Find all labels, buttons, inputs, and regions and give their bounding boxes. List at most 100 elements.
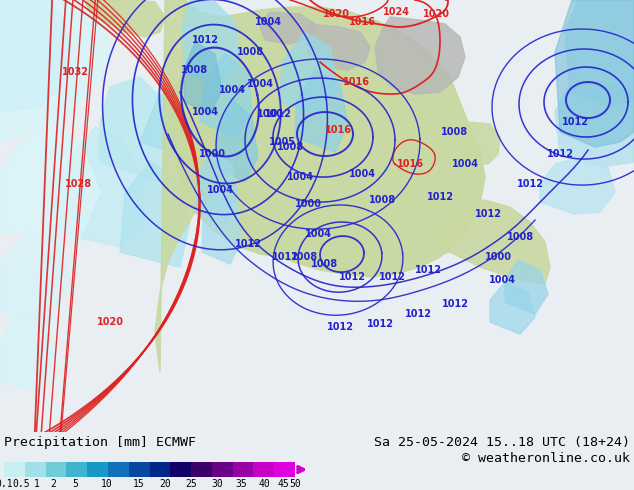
Polygon shape <box>140 82 195 157</box>
Text: 1012: 1012 <box>474 209 501 219</box>
Text: 1000: 1000 <box>198 149 226 159</box>
Polygon shape <box>505 260 548 314</box>
Text: 1020: 1020 <box>96 317 124 327</box>
Polygon shape <box>555 82 634 167</box>
Text: 5: 5 <box>72 479 78 489</box>
Bar <box>46 462 67 477</box>
Polygon shape <box>0 232 70 322</box>
Text: 1008: 1008 <box>311 259 339 269</box>
Text: 1000: 1000 <box>484 252 512 262</box>
Bar <box>233 462 254 477</box>
Bar <box>87 462 108 477</box>
Text: 1004: 1004 <box>304 229 332 239</box>
Text: 1016: 1016 <box>349 17 375 27</box>
Bar <box>254 462 275 477</box>
Polygon shape <box>200 54 252 137</box>
Polygon shape <box>490 282 535 334</box>
Text: 0.1: 0.1 <box>0 479 13 489</box>
Polygon shape <box>0 0 110 142</box>
Text: 40: 40 <box>258 479 270 489</box>
Text: 1008: 1008 <box>181 65 209 75</box>
Text: 1004: 1004 <box>247 79 273 89</box>
Text: 20: 20 <box>159 479 171 489</box>
Polygon shape <box>0 0 200 432</box>
Polygon shape <box>555 0 634 147</box>
Polygon shape <box>202 190 242 264</box>
Text: 45: 45 <box>277 479 289 489</box>
Text: 1020: 1020 <box>422 9 450 19</box>
Polygon shape <box>0 312 55 392</box>
Bar <box>67 462 87 477</box>
Text: 1012: 1012 <box>327 322 354 332</box>
Polygon shape <box>435 200 550 284</box>
Bar <box>171 462 191 477</box>
Text: 1: 1 <box>34 479 40 489</box>
Text: 1004: 1004 <box>349 169 375 179</box>
Polygon shape <box>120 162 190 267</box>
Bar <box>108 462 129 477</box>
Text: 1024: 1024 <box>382 7 410 17</box>
Bar <box>275 462 295 477</box>
Text: 2: 2 <box>50 479 56 489</box>
Polygon shape <box>215 100 258 182</box>
Text: 0.5: 0.5 <box>12 479 30 489</box>
Polygon shape <box>375 17 465 94</box>
Text: 1004: 1004 <box>451 159 479 169</box>
Text: 1004: 1004 <box>254 17 281 27</box>
Text: 1032: 1032 <box>61 67 89 77</box>
Text: 35: 35 <box>235 479 247 489</box>
Polygon shape <box>100 77 175 182</box>
Text: 1012: 1012 <box>191 35 219 45</box>
Text: 1000: 1000 <box>257 109 283 119</box>
Text: 1008: 1008 <box>368 195 396 205</box>
Polygon shape <box>280 32 338 114</box>
Polygon shape <box>0 0 70 112</box>
Text: 30: 30 <box>211 479 223 489</box>
Polygon shape <box>85 0 165 37</box>
Text: 1008: 1008 <box>236 47 264 57</box>
Polygon shape <box>0 122 100 237</box>
Text: 1012: 1012 <box>441 299 469 309</box>
Bar <box>25 462 46 477</box>
Text: 15: 15 <box>133 479 145 489</box>
Text: 1004: 1004 <box>219 85 245 95</box>
Text: 1004: 1004 <box>287 172 313 182</box>
Text: 50: 50 <box>289 479 301 489</box>
Polygon shape <box>183 42 222 114</box>
Text: 1012: 1012 <box>404 309 432 319</box>
Text: 1012: 1012 <box>264 109 292 119</box>
Polygon shape <box>175 0 485 277</box>
Text: 1016: 1016 <box>396 159 424 169</box>
Polygon shape <box>540 157 615 214</box>
Text: Sa 25-05-2024 15..18 UTC (18+24): Sa 25-05-2024 15..18 UTC (18+24) <box>374 436 630 449</box>
Text: 1008: 1008 <box>507 232 534 242</box>
Bar <box>150 462 171 477</box>
Text: 1008: 1008 <box>276 142 304 152</box>
Text: 1012: 1012 <box>427 192 453 202</box>
Text: 1016: 1016 <box>325 125 351 135</box>
Text: © weatheronline.co.uk: © weatheronline.co.uk <box>462 452 630 465</box>
Polygon shape <box>55 127 145 247</box>
Text: 1020: 1020 <box>323 9 349 19</box>
Bar <box>212 462 233 477</box>
Text: 1004: 1004 <box>489 275 515 285</box>
Bar <box>191 462 212 477</box>
Polygon shape <box>465 122 500 164</box>
Text: 1000: 1000 <box>295 199 321 209</box>
Text: 25: 25 <box>185 479 197 489</box>
Text: 1008: 1008 <box>292 252 318 262</box>
Bar <box>4 462 25 477</box>
Text: 10: 10 <box>101 479 113 489</box>
Text: 1012: 1012 <box>339 272 365 282</box>
Text: 1012: 1012 <box>517 179 543 189</box>
Polygon shape <box>182 0 240 87</box>
Text: 1008: 1008 <box>441 127 467 137</box>
Text: 1012: 1012 <box>547 149 574 159</box>
Text: 1012: 1012 <box>235 239 261 249</box>
Text: 1004: 1004 <box>207 185 233 195</box>
Polygon shape <box>195 150 238 224</box>
Polygon shape <box>295 70 348 152</box>
Text: 1028: 1028 <box>65 179 91 189</box>
Polygon shape <box>305 24 370 70</box>
Text: 1012: 1012 <box>415 265 441 275</box>
